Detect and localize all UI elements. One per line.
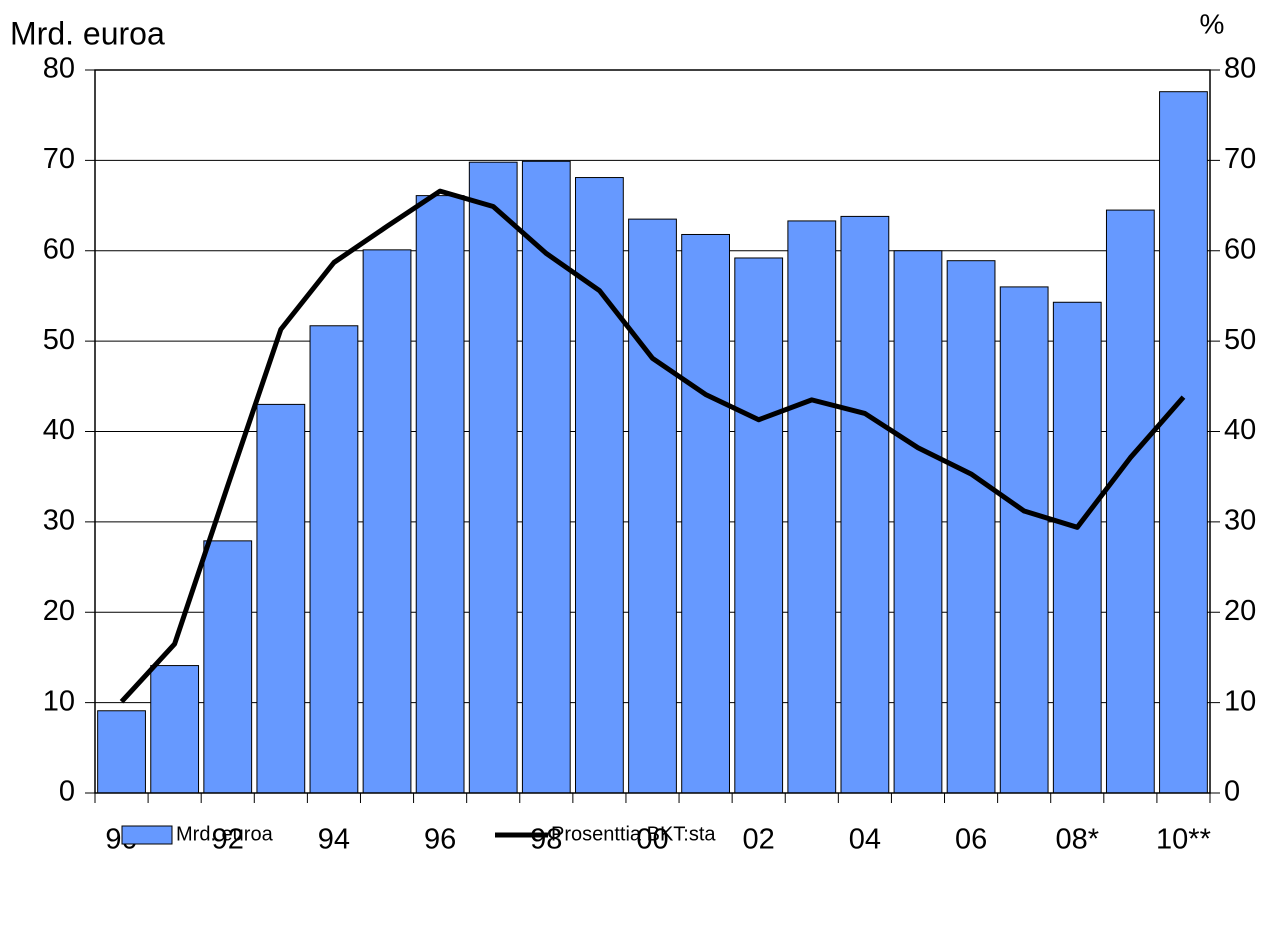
bar bbox=[97, 710, 146, 794]
legend-label: Mrd. euroa bbox=[176, 823, 274, 845]
y-tick-label: 60 bbox=[43, 233, 75, 265]
y-tick-label: 10 bbox=[43, 685, 75, 717]
x-tick-label: 00 bbox=[636, 824, 668, 856]
y-tick-label: 30 bbox=[43, 505, 75, 537]
y2-tick-label: 20 bbox=[1224, 595, 1256, 627]
x-tick-label: 92 bbox=[212, 824, 244, 856]
y2-tick-label: 70 bbox=[1224, 143, 1256, 175]
y-tick-label: 50 bbox=[43, 324, 75, 356]
legend-label: Prosenttia BKT:sta bbox=[551, 823, 716, 845]
bar bbox=[309, 325, 359, 794]
y-tick-label: 80 bbox=[43, 53, 75, 85]
x-tick-label: 94 bbox=[318, 824, 350, 856]
bar bbox=[893, 250, 943, 794]
y2-tick-label: 10 bbox=[1224, 685, 1256, 717]
y2-tick-label: 60 bbox=[1224, 233, 1256, 265]
bar bbox=[575, 177, 624, 794]
bar bbox=[1052, 301, 1102, 794]
bar bbox=[681, 233, 730, 794]
plot-frame bbox=[94, 69, 1211, 794]
bar bbox=[999, 286, 1049, 794]
x-tick-label: 96 bbox=[424, 824, 456, 856]
y2-axis-label: % bbox=[1200, 8, 1225, 39]
bar bbox=[415, 195, 465, 794]
y-tick-label: 70 bbox=[43, 143, 75, 175]
bar bbox=[468, 161, 518, 794]
y-tick-label: 40 bbox=[43, 414, 75, 446]
bar bbox=[203, 540, 253, 794]
x-tick-label: 08* bbox=[1055, 824, 1099, 856]
x-tick-label: 06 bbox=[955, 824, 987, 856]
legend-swatch bbox=[121, 825, 173, 845]
y-tick-label: 0 bbox=[59, 776, 75, 808]
x-tick-label: 10** bbox=[1156, 824, 1211, 856]
y2-tick-label: 50 bbox=[1224, 324, 1256, 356]
bar bbox=[946, 260, 996, 794]
y-tick-label: 20 bbox=[43, 595, 75, 627]
x-tick-label: 98 bbox=[530, 824, 562, 856]
y2-tick-label: 40 bbox=[1224, 414, 1256, 446]
bar bbox=[840, 215, 890, 794]
bar bbox=[787, 220, 837, 794]
x-tick-label: 02 bbox=[743, 824, 775, 856]
y-axis-label: Mrd. euroa bbox=[10, 15, 165, 51]
y2-tick-label: 30 bbox=[1224, 505, 1256, 537]
bar bbox=[256, 403, 306, 794]
bar bbox=[628, 218, 677, 794]
bar bbox=[150, 665, 200, 794]
bar bbox=[362, 249, 412, 794]
y2-tick-label: 0 bbox=[1224, 776, 1240, 808]
y2-tick-label: 80 bbox=[1224, 53, 1256, 85]
line bbox=[119, 188, 1186, 704]
bar bbox=[734, 257, 784, 794]
bar bbox=[1105, 209, 1155, 794]
x-tick-label: 04 bbox=[849, 824, 881, 856]
bar bbox=[1159, 91, 1208, 794]
